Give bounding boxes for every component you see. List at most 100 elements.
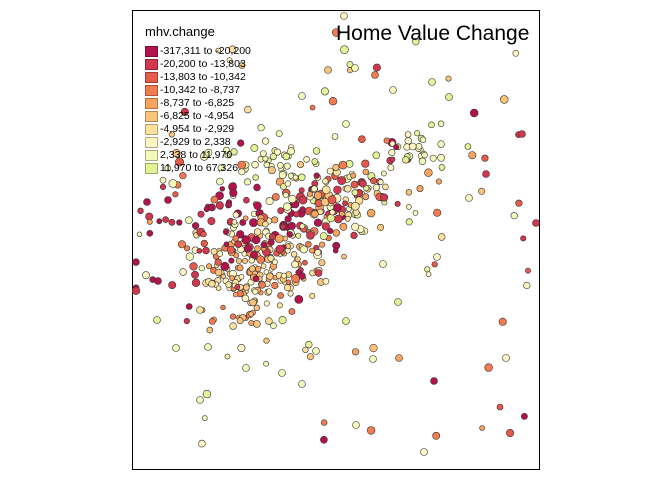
map-point-marker [298,187,305,194]
map-point-marker [369,355,377,363]
map-point-marker [287,147,295,156]
map-point-marker [263,360,269,367]
map-point-marker [278,369,286,377]
map-point-marker [294,294,304,304]
map-point-marker [294,256,301,263]
map-point-marker [293,211,300,218]
map-point-marker [332,164,340,172]
map-point-marker [196,306,204,314]
map-point-marker [344,185,352,193]
map-point-marker [478,187,486,195]
map-point-marker [263,300,270,307]
map-point-marker [266,272,274,280]
map-point-marker [220,304,226,311]
map-point-marker [350,201,360,211]
map-point-marker [136,231,143,238]
map-point-marker [312,147,321,155]
map-point-marker [249,298,257,307]
map-point-marker [406,204,412,210]
map-point-marker [277,207,285,215]
map-point-marker [258,281,266,289]
map-point-marker [394,298,402,306]
map-point-marker [306,231,315,240]
legend-label: -2,929 to 2,338 [160,136,231,148]
map-point-marker [326,214,336,223]
map-point-marker [234,284,241,290]
map-point-marker [243,196,250,204]
map-point-marker [342,200,348,207]
map-point-marker [224,353,231,360]
map-point-marker [220,261,230,271]
map-point-marker [204,343,212,351]
map-point-marker [282,192,289,199]
map-point-marker [319,241,326,248]
map-point-marker [253,320,261,328]
map-point-marker [253,228,262,236]
map-point-marker [216,177,224,186]
map-point-marker [229,275,235,281]
legend-item: -317,311 to -20,200 [145,45,251,57]
map-point-marker [313,218,323,227]
map-point-marker [416,185,424,193]
legend-swatch [145,97,158,109]
legend-swatch [145,149,158,161]
map-point-marker [183,318,190,325]
map-point-marker [146,230,154,237]
map-point-marker [142,271,150,280]
legend-item: -4,954 to -2,929 [145,123,234,135]
map-point-marker [362,193,370,201]
map-point-marker [412,210,419,216]
map-point-marker [370,177,377,185]
map-point-marker [465,194,473,202]
map-point-marker [232,291,239,298]
map-point-marker [421,151,428,159]
map-point-marker [226,57,233,64]
map-point-marker [408,142,417,151]
map-point-marker [257,124,265,132]
map-point-marker [328,96,338,106]
map-point-marker [146,218,153,225]
map-point-marker [283,284,291,292]
map-point-marker [445,75,452,82]
map-point-marker [295,232,302,239]
map-point-marker [481,154,489,162]
map-point-marker [276,302,283,309]
map-point-marker [430,377,438,385]
map-frame [132,10,540,470]
map-point-marker [500,95,509,104]
map-point-marker [267,238,275,246]
legend-label: -10,342 to -8,737 [160,84,240,96]
map-point-marker [243,244,252,253]
map-point-marker [506,428,515,437]
map-point-marker [404,137,412,145]
map-point-marker [236,317,244,325]
map-point-marker [438,233,446,241]
map-point-marker [177,240,186,249]
map-point-marker [220,273,226,280]
map-point-marker [185,252,194,261]
map-point-marker [314,248,322,256]
map-point-marker [433,253,441,261]
map-point-marker [271,216,279,224]
map-point-marker [271,281,279,290]
map-point-marker [438,164,446,171]
legend-item: -6,825 to -4,954 [145,110,234,122]
map-point-marker [143,198,151,206]
map-point-marker [260,241,268,249]
map-point-marker [269,153,277,161]
legend-label: 2,338 to 11,970 [160,149,233,161]
map-point-marker [216,250,224,257]
map-point-marker [351,189,359,196]
map-point-marker [309,247,315,254]
map-point-marker [311,158,319,165]
map-point-marker [351,64,359,72]
map-title: Home Value Change [336,22,530,45]
map-point-marker [383,137,390,144]
legend-item: 11,970 to 67,326 [145,162,238,174]
legend-label: -6,825 to -4,954 [160,110,235,122]
map-point-marker [286,231,293,238]
map-point-marker [366,208,376,218]
legend-item: -10,342 to -8,737 [145,84,240,96]
map-point-marker [394,200,401,207]
map-point-marker [251,161,259,169]
